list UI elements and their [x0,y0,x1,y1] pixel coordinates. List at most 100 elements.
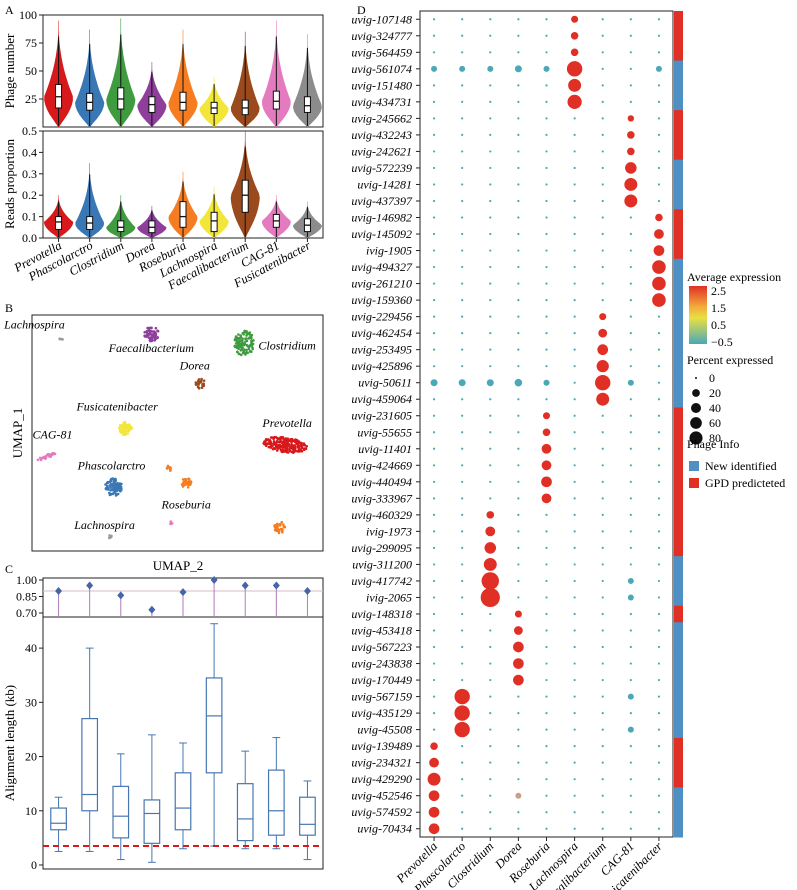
row-label-uvig-333967: uvig-333967 [351,491,413,505]
dot [573,431,576,434]
dot [573,612,576,616]
dot [629,398,632,401]
dot [432,480,436,483]
dot [489,199,492,203]
dot [652,293,666,307]
dot [545,745,548,748]
dot [432,133,436,136]
dot [573,265,576,269]
dot [573,728,576,731]
dot [573,662,576,665]
y-tick-label: 25 [25,92,37,106]
umap-point-Phascolarctro [108,484,112,488]
dot [657,464,661,467]
dot [545,249,548,252]
umap-point-pink2 [169,520,173,523]
umap-point-Roseburia [185,481,189,485]
row-label-uvig-170449: uvig-170449 [351,673,412,687]
umap-point-Clostridium [252,339,255,342]
umap-point-Clostridium [250,333,254,337]
dot [657,381,661,384]
umap-point-orange2 [283,525,287,529]
phage-info-bar-segment [674,704,683,722]
dot [489,811,492,814]
umap-point-Clostridium [251,346,254,349]
dot [545,365,548,368]
umap-point-Phascolarctro [107,488,110,491]
row-label-uvig-417742: uvig-417742 [351,574,412,588]
umap-point-Clostridium [244,340,247,343]
dot [601,265,604,269]
umap-point-Phascolarctro [109,478,113,482]
dot [573,348,576,351]
dot [657,431,661,434]
y-tick-label: 20 [25,750,37,764]
dot [599,313,607,321]
dot [489,34,492,37]
phage-info-bar-segment [674,324,683,342]
umap-point-Clostridium [239,353,243,357]
dot [573,678,576,682]
umap-point-Fusicatenibacter [126,429,129,433]
legend-size-label: 20 [709,386,721,400]
umap-point-Clostridium [245,337,248,340]
dot [461,447,464,450]
row-label-uvig-429290: uvig-429290 [351,772,412,786]
dot [629,315,632,318]
dot [515,792,522,799]
row-label-uvig-45508: uvig-45508 [357,723,412,737]
umap-point-Dorea [202,379,206,383]
umap-point-Prevotella [300,445,304,449]
dot [461,249,464,252]
umap-point-Clostridium [243,351,247,355]
phage-info-bar-segment [674,357,683,375]
umap-point-Fusicatenibacter [123,426,127,429]
dot [461,811,464,814]
dot [432,282,436,285]
phage-info-bar-segment [674,655,683,673]
panel-d-legend: Average expression 2.5 1.5 0.5 −0.5 Perc… [687,270,785,490]
dot [489,216,492,219]
umap-label-Prevotella: Prevotella [261,416,312,430]
dot [432,84,436,87]
dot [652,276,666,291]
dot [655,213,663,222]
umap-point-Dorea [196,385,200,389]
legend-size-label: 0 [709,371,715,385]
dot [461,530,464,533]
legend-gpd-label: GPD predicteted [705,476,785,490]
y-tick-label: 40 [25,641,37,655]
dot [517,447,520,450]
dot [489,183,492,186]
dot [461,282,464,285]
dot [629,34,632,37]
dot [545,315,548,318]
dot [601,563,604,566]
dot [657,34,661,37]
row-label-uvig-229456: uvig-229456 [351,310,412,324]
dot [601,497,604,500]
row-label-uvig-146982: uvig-146982 [351,211,412,225]
dot [517,199,520,203]
dot [657,629,661,632]
dot [657,315,661,318]
dot [657,695,661,698]
row-label-uvig-425896: uvig-425896 [351,359,412,373]
dot [517,778,520,781]
dot [657,645,661,649]
umap-point-Clostridium [242,333,245,336]
dot [573,166,576,170]
legend-size-label: 40 [709,401,721,415]
dot [545,348,548,351]
dot [517,265,520,269]
dot [461,34,464,37]
dot [543,65,550,72]
dot [629,414,632,417]
umap-point-Phascolarctro [111,483,115,487]
dot [432,612,436,616]
dot [545,84,548,87]
dot [601,678,604,682]
umap-point-Prevotella [278,439,282,443]
umap-point-Phascolarctro [112,488,115,492]
